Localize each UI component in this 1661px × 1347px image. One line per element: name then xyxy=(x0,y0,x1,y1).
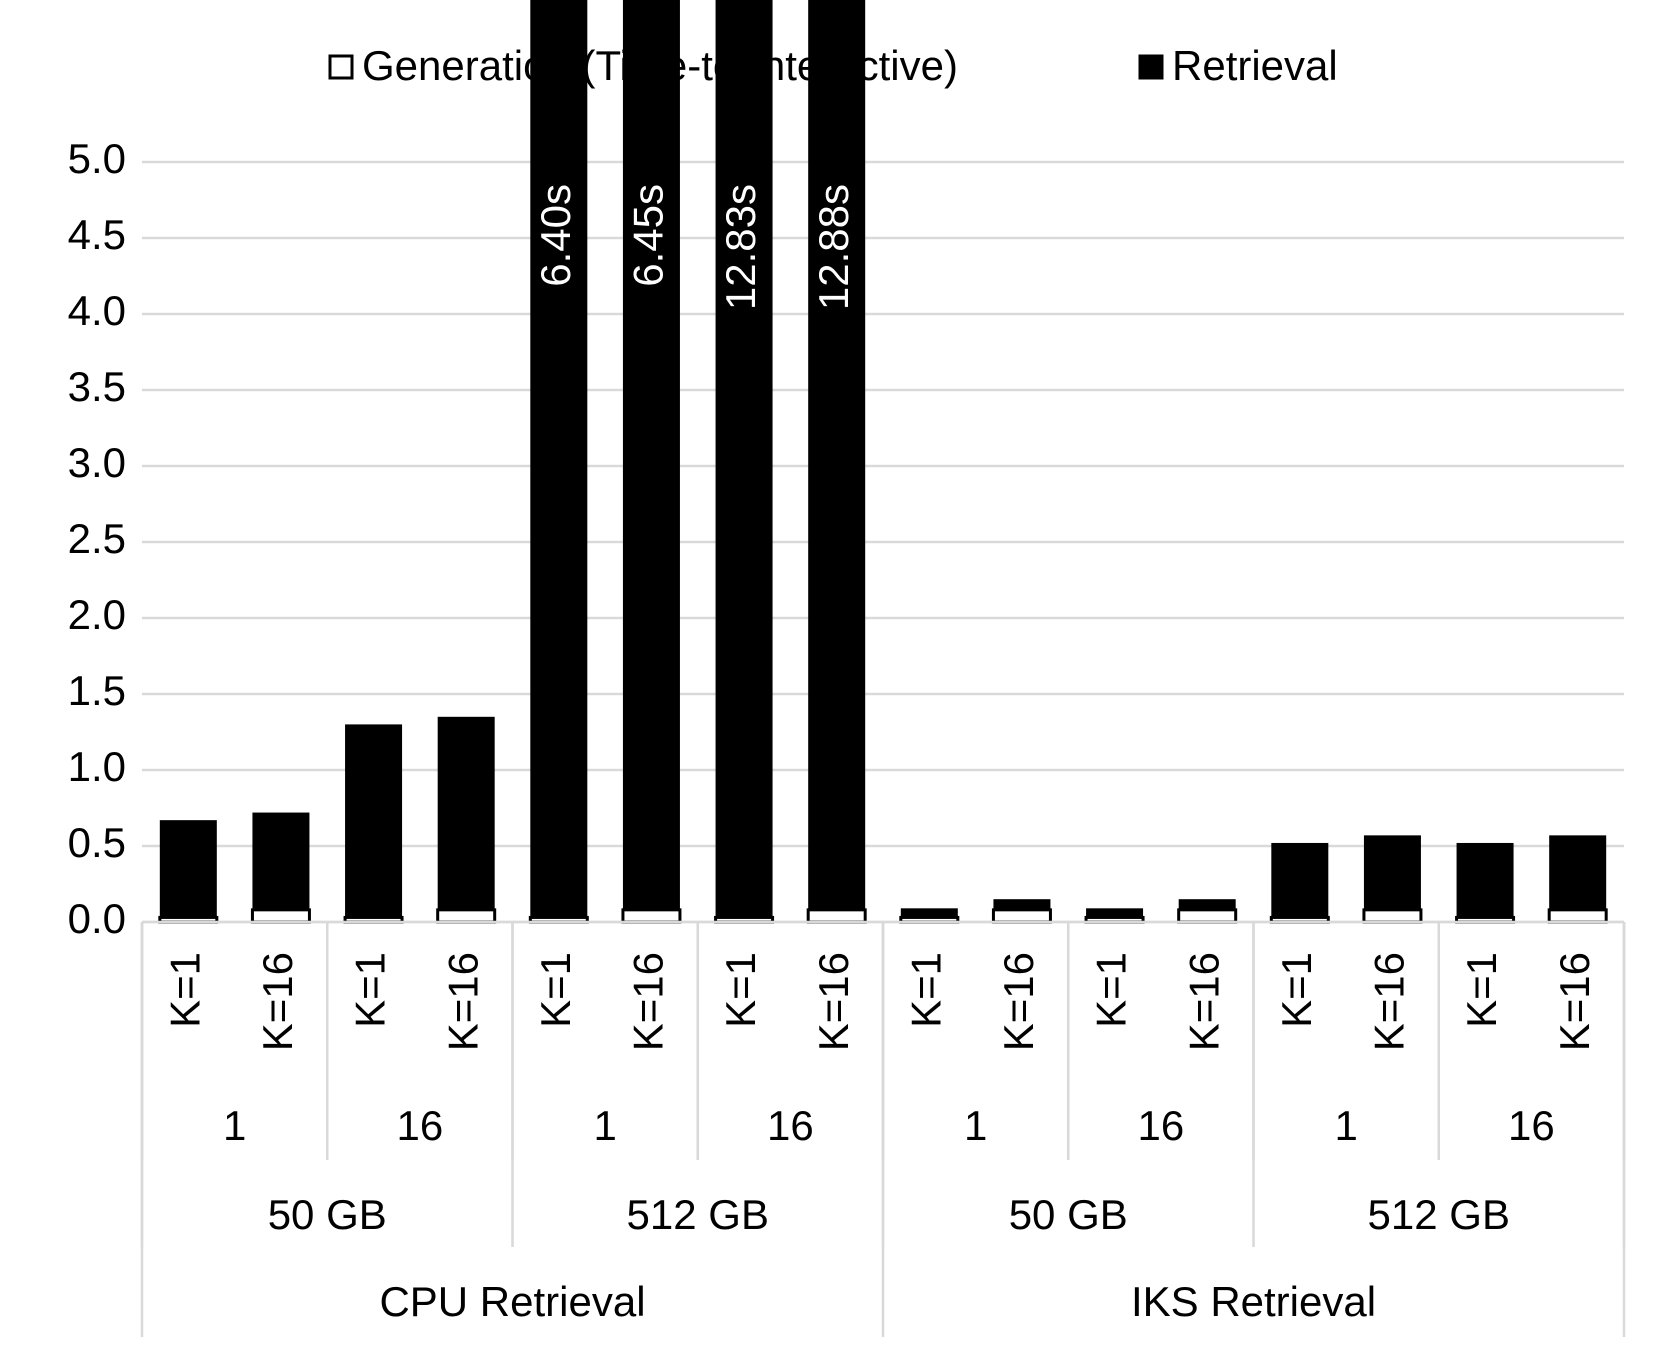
x-tick-label: K=1 xyxy=(532,952,579,1028)
value-label: 12.88s xyxy=(810,184,857,310)
y-tick-label: 4.5 xyxy=(68,211,126,258)
bar-segment xyxy=(715,0,773,918)
x-tick-label: K=16 xyxy=(625,952,672,1051)
y-tick-label: 1.0 xyxy=(68,743,126,790)
y-tick-label: 2.5 xyxy=(68,515,126,562)
group-label: 50 GB xyxy=(268,1191,387,1238)
x-tick-label: K=16 xyxy=(810,952,857,1051)
bar-segment xyxy=(530,0,588,918)
y-tick-label: 0.5 xyxy=(68,819,126,866)
x-tick-label: K=1 xyxy=(902,952,949,1028)
x-tick-label: K=16 xyxy=(254,952,301,1051)
bar-segment xyxy=(1547,908,1608,924)
group-label: 512 GB xyxy=(627,1191,769,1238)
y-tick-label: 3.5 xyxy=(68,363,126,410)
bar-segment xyxy=(437,716,495,910)
bar-segment xyxy=(250,908,311,924)
bar-segment xyxy=(1549,835,1607,910)
x-tick-label: K=16 xyxy=(1366,952,1413,1051)
group-label: 1 xyxy=(1334,1102,1357,1149)
legend-swatch xyxy=(328,54,354,80)
bar-segment xyxy=(436,908,497,924)
y-tick-label: 1.5 xyxy=(68,667,126,714)
bar-segment xyxy=(1456,842,1514,918)
x-tick-label: K=16 xyxy=(1551,952,1598,1051)
bar-segment xyxy=(1362,908,1423,924)
y-tick-label: 0.0 xyxy=(68,895,126,942)
group-label: 16 xyxy=(1508,1102,1555,1149)
bar-segment xyxy=(993,899,1051,910)
value-label: 12.83s xyxy=(717,184,764,310)
value-label: 6.45s xyxy=(625,184,672,287)
value-label: 6.40s xyxy=(532,184,579,287)
x-tick-label: K=16 xyxy=(439,952,486,1051)
group-label: 16 xyxy=(1138,1102,1185,1149)
y-tick-label: 2.0 xyxy=(68,591,126,638)
group-label: 16 xyxy=(397,1102,444,1149)
bar-segment xyxy=(1271,842,1329,918)
bar-segment xyxy=(622,0,680,910)
group-label: 1 xyxy=(223,1102,246,1149)
x-tick-label: K=16 xyxy=(995,952,1042,1051)
x-tick-label: K=1 xyxy=(1458,952,1505,1028)
bar-segment xyxy=(1363,835,1421,910)
group-label: 16 xyxy=(767,1102,814,1149)
legend-swatch xyxy=(1138,54,1164,80)
group-label: IKS Retrieval xyxy=(1131,1278,1376,1325)
y-tick-label: 3.0 xyxy=(68,439,126,486)
bar-segment xyxy=(1086,908,1144,918)
group-label: 50 GB xyxy=(1009,1191,1128,1238)
bar-segment xyxy=(806,908,867,924)
y-tick-label: 5.0 xyxy=(68,135,126,182)
bar-segment xyxy=(1178,899,1236,910)
x-tick-label: K=1 xyxy=(1273,952,1320,1028)
bar-segment xyxy=(900,908,958,918)
x-tick-label: K=16 xyxy=(1180,952,1227,1051)
group-label: 512 GB xyxy=(1368,1191,1510,1238)
bar-segment xyxy=(345,724,403,918)
x-tick-label: K=1 xyxy=(161,952,208,1028)
bar-segment xyxy=(159,820,217,918)
bar-segment xyxy=(621,908,682,924)
y-tick-label: 4.0 xyxy=(68,287,126,334)
x-tick-label: K=1 xyxy=(717,952,764,1028)
bar-segment xyxy=(991,908,1052,924)
group-label: 1 xyxy=(593,1102,616,1149)
legend-label: Retrieval xyxy=(1172,42,1338,89)
group-label: CPU Retrieval xyxy=(379,1278,645,1325)
bar-segment xyxy=(252,812,310,910)
x-tick-label: K=1 xyxy=(347,952,394,1028)
x-tick-label: K=1 xyxy=(1088,952,1135,1028)
bar-segment xyxy=(1177,908,1238,924)
group-label: 1 xyxy=(964,1102,987,1149)
bar-segment xyxy=(808,0,866,910)
